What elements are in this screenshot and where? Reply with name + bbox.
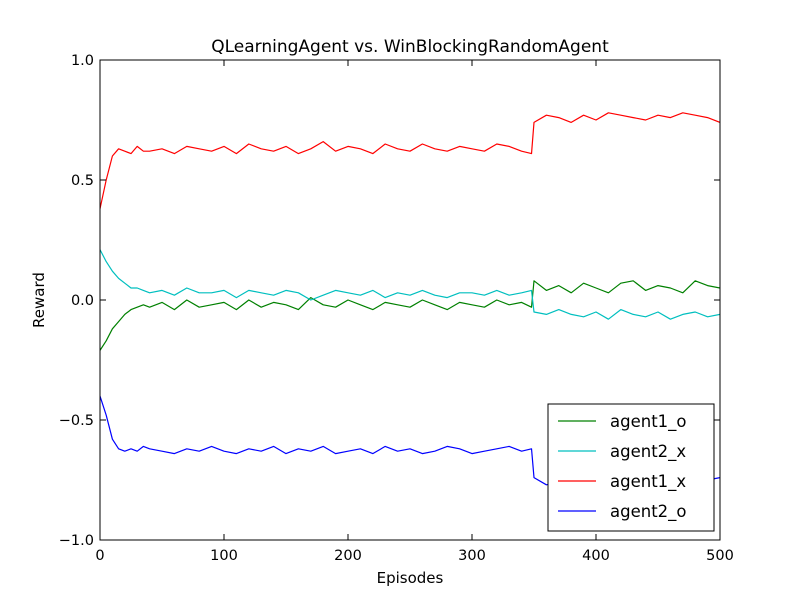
series-line-agent2_x xyxy=(100,249,720,320)
y-axis: −1.0 −0.5 0.0 0.5 1.0 xyxy=(59,53,720,549)
y-tick-label: −0.5 xyxy=(59,413,94,429)
x-tick-label: 500 xyxy=(706,548,734,564)
legend: agent1_o agent2_x agent1_x agent2_o xyxy=(547,403,715,532)
x-axis-label: Episodes xyxy=(377,569,444,587)
x-tick-label: 300 xyxy=(458,548,486,564)
legend-label-agent2_x: agent2_x xyxy=(610,442,686,462)
x-tick-label: 0 xyxy=(95,548,104,564)
chart-title: QLearningAgent vs. WinBlockingRandomAgen… xyxy=(211,37,609,57)
legend-label-agent1_x: agent1_x xyxy=(610,472,686,492)
y-tick-label: 0.5 xyxy=(71,173,94,189)
series-line-agent1_o xyxy=(100,280,720,351)
legend-items: agent1_o agent2_x agent1_x agent2_o xyxy=(558,412,687,522)
x-axis: 0 100 200 300 400 500 xyxy=(95,60,734,564)
x-tick-label: 200 xyxy=(334,548,362,564)
plot-area xyxy=(100,112,720,488)
y-tick-label: 0.0 xyxy=(71,293,94,309)
x-tick-label: 100 xyxy=(210,548,238,564)
y-tick-label: 1.0 xyxy=(71,53,94,69)
series-line-agent1_x xyxy=(100,112,720,209)
legend-label-agent2_o: agent2_o xyxy=(610,502,687,522)
legend-label-agent1_o: agent1_o xyxy=(610,412,687,432)
y-tick-label: −1.0 xyxy=(59,533,94,549)
legend-box xyxy=(547,403,715,532)
series-layer xyxy=(100,112,720,488)
y-axis-label: Reward xyxy=(30,272,48,328)
x-tick-label: 400 xyxy=(582,548,610,564)
